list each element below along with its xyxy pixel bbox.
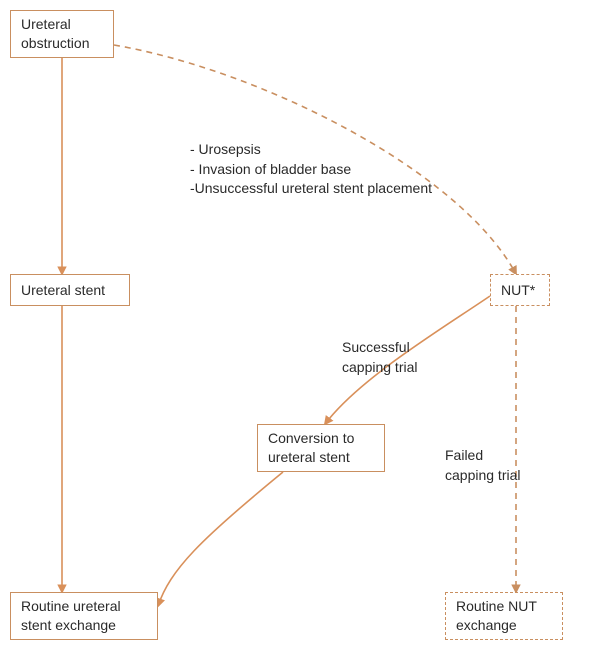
node-ureteral-stent: Ureteral stent [10,274,130,306]
label-successful-capping: Successful capping trial [342,338,418,377]
node-text: Ureteral obstruction [21,15,89,53]
node-text: Conversion to ureteral stent [268,429,354,467]
node-routine-nut-exchange: Routine NUT exchange [445,592,563,640]
edge-e6 [158,472,283,606]
edges-layer [0,0,591,659]
node-text: Ureteral stent [21,281,105,300]
node-text: Routine ureteral stent exchange [21,597,121,635]
label-criteria: - Urosepsis - Invasion of bladder base -… [190,140,432,199]
label-failed-capping: Failed capping trial [445,446,521,485]
node-conversion: Conversion to ureteral stent [257,424,385,472]
node-nut: NUT* [490,274,550,306]
label-text: Successful capping trial [342,339,418,375]
node-text: Routine NUT exchange [456,597,537,635]
label-text: Failed capping trial [445,447,521,483]
node-routine-stent-exchange: Routine ureteral stent exchange [10,592,158,640]
node-ureteral-obstruction: Ureteral obstruction [10,10,114,58]
label-text: - Urosepsis - Invasion of bladder base -… [190,141,432,196]
node-text: NUT* [501,281,535,300]
